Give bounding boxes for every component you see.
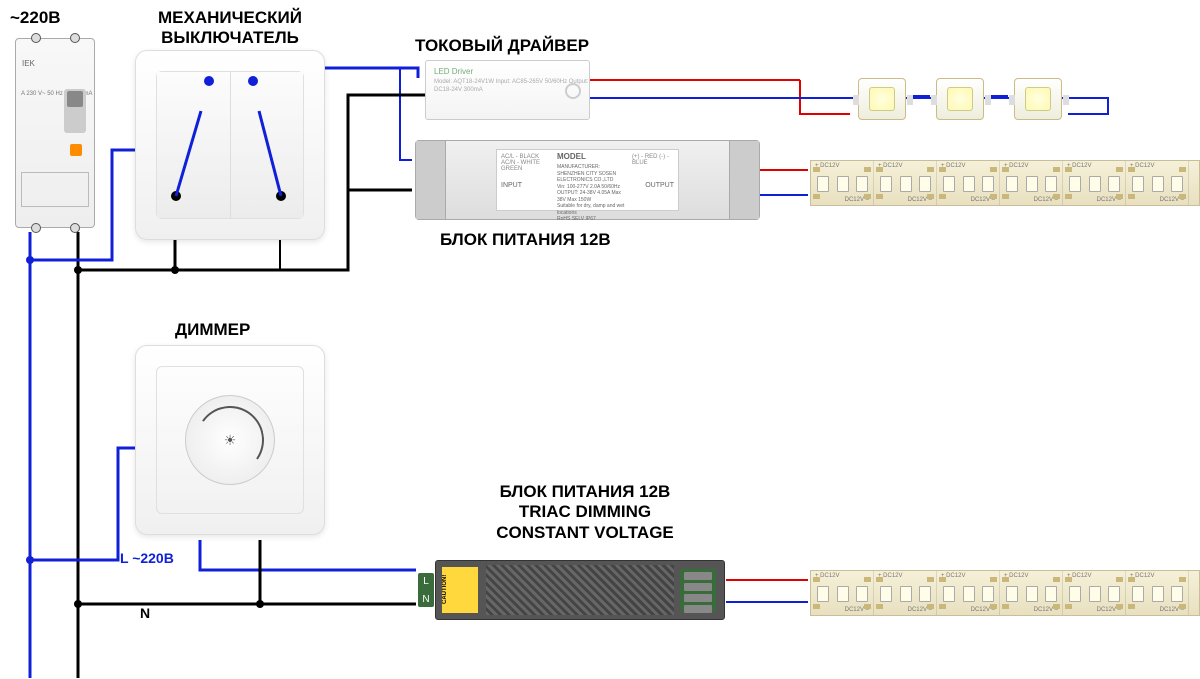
triac-l3: CONSTANT VOLTAGE <box>496 523 674 542</box>
strip-segment: + DC12VDC12V – <box>811 161 874 205</box>
switch-key-2[interactable] <box>231 72 304 218</box>
psu-output-labels: (+) - RED (-) - BLUE <box>632 154 674 166</box>
led-driver: LED Driver Model: AQT18-24V1W Input: AC8… <box>425 60 590 120</box>
led-chip <box>936 78 984 120</box>
driver-title: LED Driver <box>434 67 473 76</box>
triac-l1: БЛОК ПИТАНИЯ 12В <box>500 482 671 501</box>
strip-segment: + DC12VDC12V – <box>811 571 874 615</box>
strip-segment: + DC12VDC12V – <box>1063 571 1126 615</box>
led-chip <box>1014 78 1062 120</box>
strip-segment: + DC12VDC12V – <box>1000 161 1063 205</box>
line-label: L ~220В <box>120 550 174 566</box>
rcd-schema <box>21 172 89 207</box>
strip-segment: + DC12VDC12V – <box>937 571 1000 615</box>
switch-key-1[interactable] <box>157 72 231 218</box>
strip-segment: + DC12VDC12V – <box>1063 161 1126 205</box>
psu-triac-input: L N <box>418 573 434 607</box>
voltage-label: ~220В <box>10 8 61 28</box>
psu-brand: MODEL <box>557 152 586 161</box>
wire-junction <box>26 256 34 264</box>
wire-junction <box>256 600 264 608</box>
wire-junction <box>74 266 82 274</box>
wire-junction <box>26 556 34 564</box>
wire-junction <box>171 266 179 274</box>
rcd-brand: IEK <box>22 59 35 68</box>
psu-triac-output <box>680 569 716 611</box>
led-strip: + DC12VDC12V –+ DC12VDC12V –+ DC12VDC12V… <box>810 160 1200 206</box>
psu12v-label: БЛОК ПИТАНИЯ 12В <box>440 230 611 250</box>
driver-mount-hole <box>565 83 581 99</box>
neutral-label: N <box>140 605 150 621</box>
wire <box>200 540 416 570</box>
mechanical-switch[interactable] <box>135 50 325 240</box>
psu-triac: L N CAUTION! <box>435 560 725 620</box>
driver-label: ТОКОВЫЙ ДРАЙВЕР <box>415 36 589 56</box>
wire <box>260 540 416 604</box>
strip-segment: + DC12VDC12V – <box>937 161 1000 205</box>
bulb-icon: ☀ <box>222 432 238 448</box>
dimmer-label: ДИММЕР <box>175 320 250 340</box>
strip-segment: + DC12VDC12V – <box>1126 161 1189 205</box>
wire-junction <box>74 600 82 608</box>
rcd-toggle[interactable] <box>64 89 86 133</box>
caution-label: CAUTION! <box>442 567 478 613</box>
dimmer-switch[interactable]: ☀ <box>135 345 325 535</box>
strip-segment: + DC12VDC12V – <box>1000 571 1063 615</box>
wire <box>800 80 850 114</box>
psu-ip67: AC/L - BLACK AC/N - WHITE GREEN INPUT MO… <box>415 140 760 220</box>
triac-l2: TRIAC DIMMING <box>519 502 651 521</box>
strip-segment: + DC12VDC12V – <box>874 571 937 615</box>
rcd-test-button[interactable] <box>70 144 82 156</box>
psu-mesh <box>486 565 674 615</box>
led-chip <box>858 78 906 120</box>
psu-input-labels: AC/L - BLACK AC/N - WHITE GREEN <box>501 154 551 172</box>
strip-segment: + DC12VDC12V – <box>874 161 937 205</box>
strip-segment: + DC12VDC12V – <box>1126 571 1189 615</box>
rcd-breaker: IEK A 230 V~ 50 Hz IΔn 30 mA <box>15 38 95 228</box>
dimmer-knob[interactable]: ☀ <box>185 395 275 485</box>
led-strip: + DC12VDC12V –+ DC12VDC12V –+ DC12VDC12V… <box>810 570 1200 616</box>
mech-switch-label: МЕХАНИЧЕСКИЙ ВЫКЛЮЧАТЕЛЬ <box>135 8 325 49</box>
psu-triac-label: БЛОК ПИТАНИЯ 12В TRIAC DIMMING CONSTANT … <box>455 482 715 543</box>
psu-info: MANUFACTURER: SHENZHEN CITY SOSEN ELECTR… <box>557 164 628 223</box>
